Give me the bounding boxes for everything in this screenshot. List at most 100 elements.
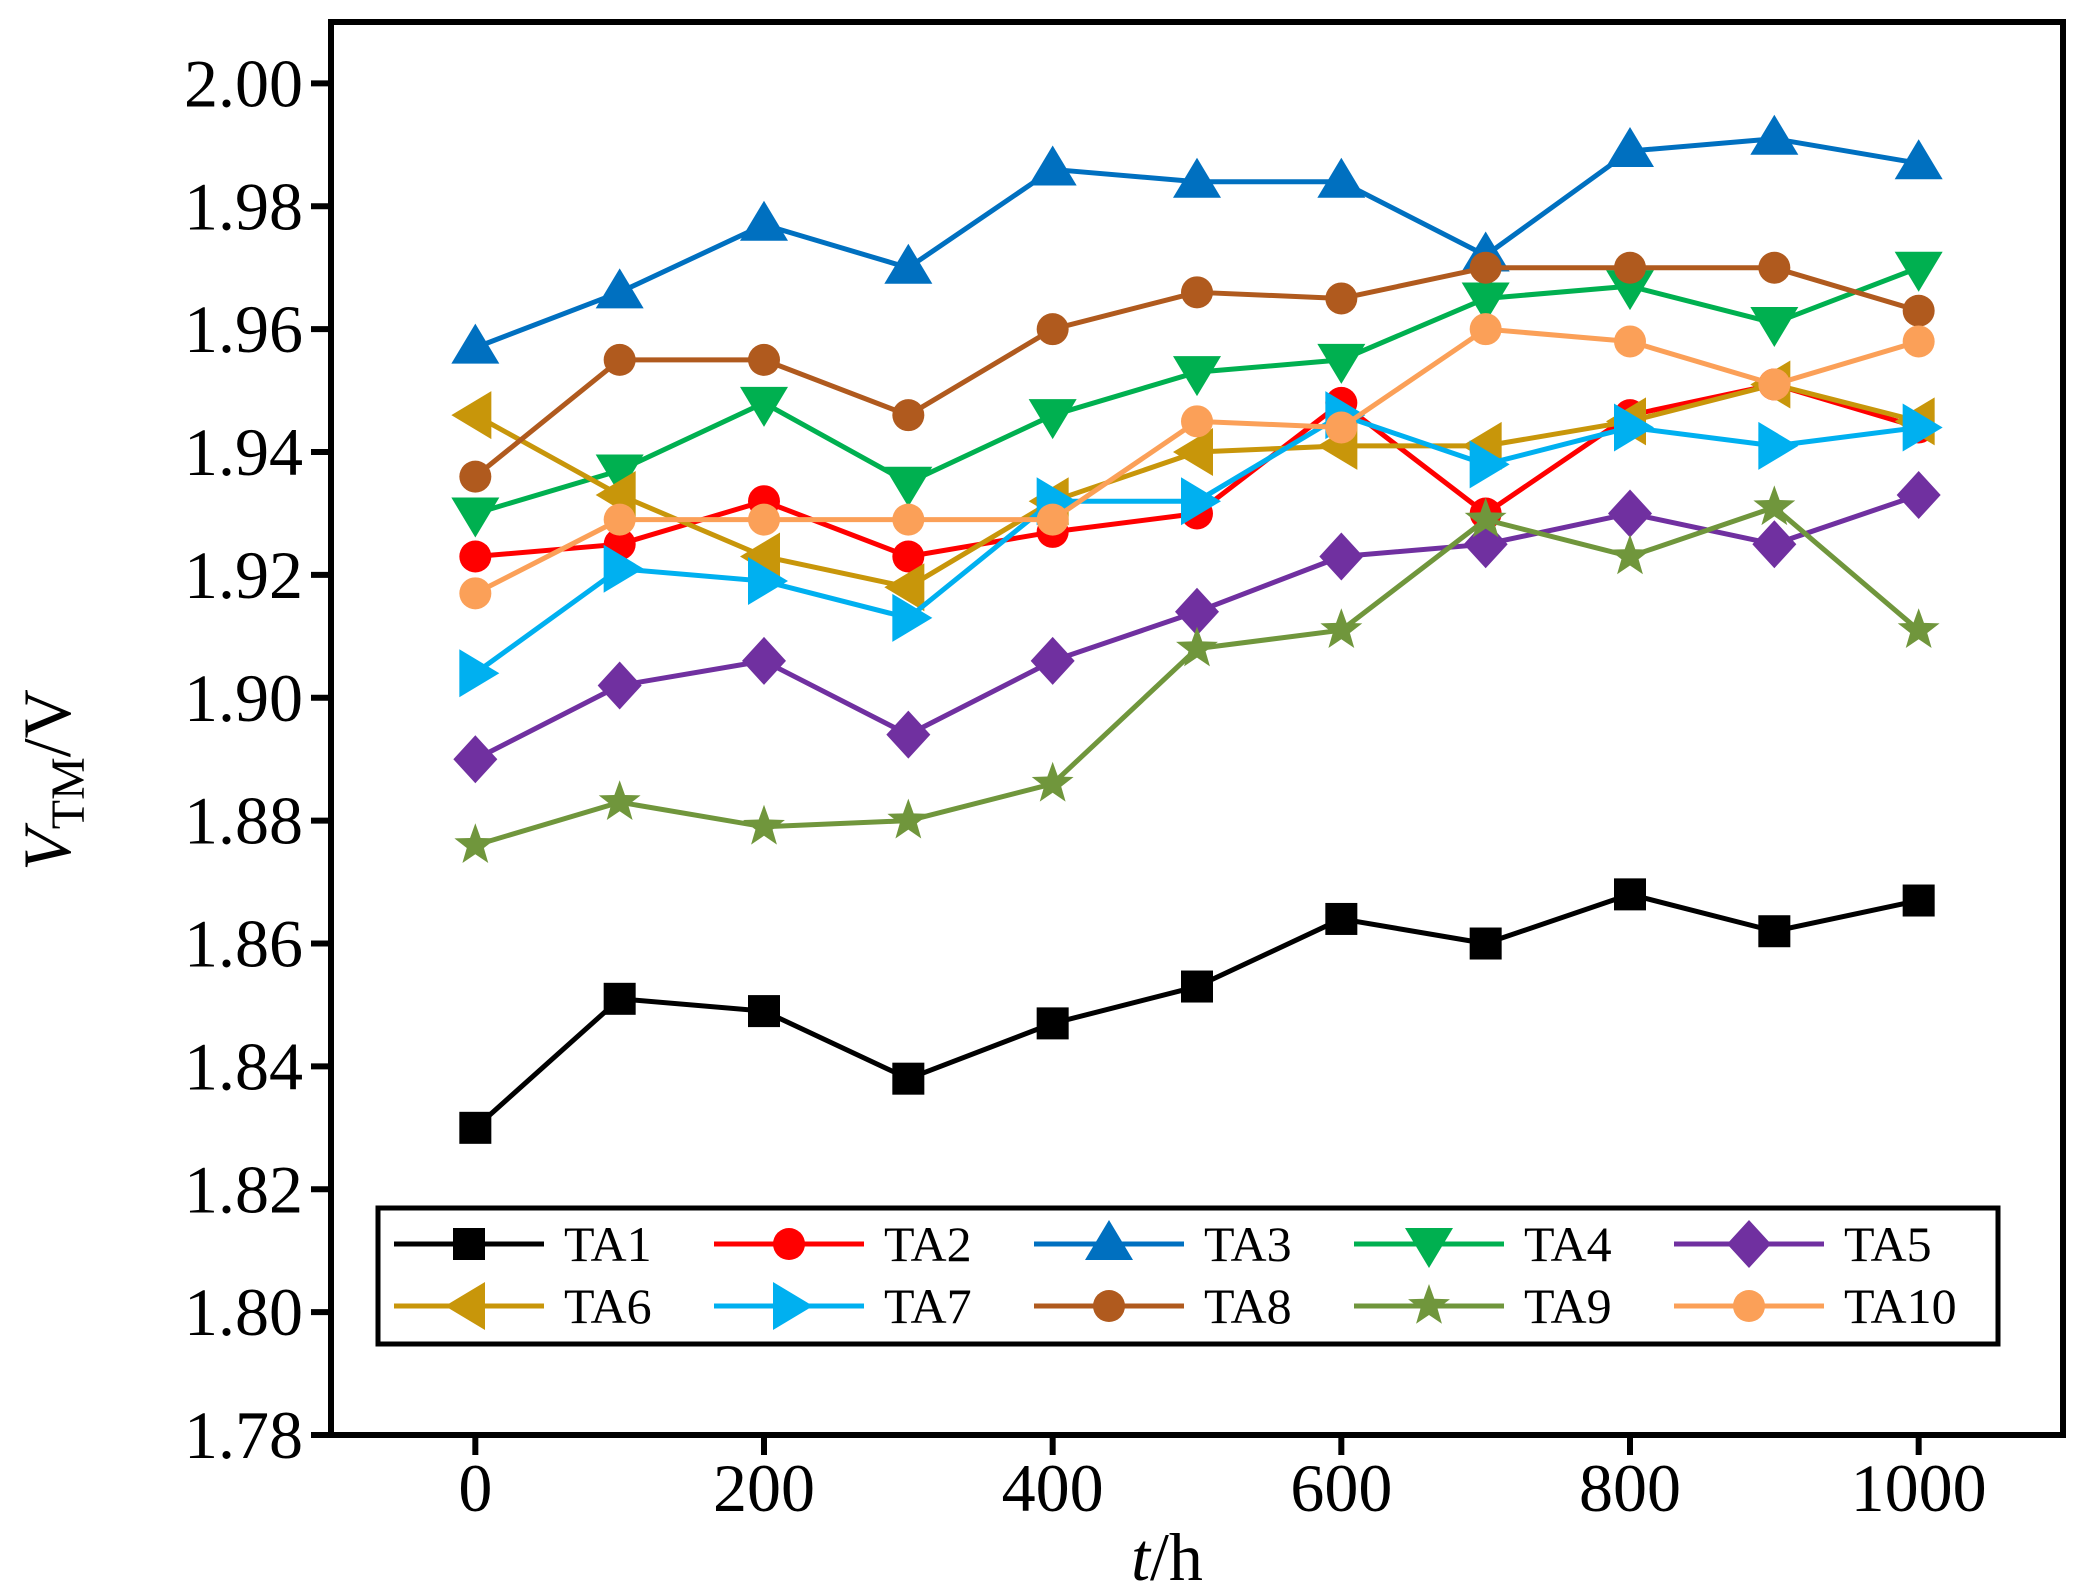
legend-item-ta9: TA9 <box>1354 1278 1612 1334</box>
x-tick-label: 600 <box>1290 1450 1392 1526</box>
data-point-ta1-800 <box>1614 878 1646 911</box>
series-ta9 <box>454 485 1940 864</box>
y-tick-label: 1.94 <box>184 414 303 490</box>
legend-marker-ta3 <box>1085 1220 1133 1260</box>
data-point-ta5-900 <box>1752 520 1797 569</box>
data-point-ta7-200 <box>748 557 788 606</box>
data-point-ta1-900 <box>1758 915 1791 948</box>
y-tick-label: 1.88 <box>184 783 303 859</box>
legend-item-ta10: TA10 <box>1674 1278 1957 1334</box>
data-point-ta8-500 <box>1181 276 1213 309</box>
data-point-ta3-200 <box>740 200 788 241</box>
series-ta4 <box>451 251 1943 538</box>
data-point-ta3-400 <box>1028 145 1077 186</box>
data-point-ta7-1000 <box>1902 403 1943 452</box>
x-tick-label: 400 <box>1002 1450 1104 1526</box>
series-layer <box>451 114 1943 1144</box>
data-point-ta3-300 <box>884 243 933 284</box>
legend-label-ta7: TA7 <box>884 1278 972 1334</box>
data-point-ta8-0 <box>459 460 492 493</box>
data-point-ta9-800 <box>1609 534 1651 575</box>
legend: TA1 TA2 TA3 TA4 TA5 TA6 TA7 TA8 TA9 TA10 <box>375 1205 2001 1347</box>
data-point-ta2-300 <box>892 540 925 573</box>
axes-layer: 1.78 1.80 1.82 1.84 1.86 1.88 1.90 1.92 1.94 1.96… <box>184 45 1987 1526</box>
data-point-ta7-0 <box>459 649 500 698</box>
data-point-ta9-500 <box>1176 626 1218 667</box>
data-point-ta10-200 <box>748 503 780 536</box>
legend-item-ta2: TA2 <box>714 1216 972 1272</box>
data-point-ta7-300 <box>892 593 933 642</box>
legend-label-ta8: TA8 <box>1204 1278 1292 1334</box>
legend-label-ta2: TA2 <box>884 1216 972 1272</box>
data-point-ta10-500 <box>1181 405 1213 438</box>
series-ta3 <box>451 114 1943 364</box>
y-tick-label: 2.00 <box>184 45 303 121</box>
data-point-ta2-0 <box>459 540 492 573</box>
y-tick-label: 1.82 <box>184 1151 303 1227</box>
x-tick-label: 1000 <box>1851 1450 1987 1526</box>
data-point-ta8-200 <box>748 343 780 376</box>
data-point-ta4-0 <box>451 497 500 538</box>
data-point-ta3-1000 <box>1894 139 1943 180</box>
legend-marker-ta7 <box>773 1282 813 1330</box>
data-point-ta1-0 <box>459 1111 492 1144</box>
series-ta7 <box>459 391 1943 698</box>
legend-label-ta1: TA1 <box>564 1216 652 1272</box>
data-point-ta1-400 <box>1036 1007 1069 1040</box>
data-point-ta8-100 <box>603 343 636 376</box>
y-axis-title-subscript: TM <box>42 757 95 829</box>
legend-item-ta6: TA6 <box>394 1278 652 1334</box>
y-tick-label: 1.84 <box>184 1028 303 1104</box>
series-ta5 <box>453 471 1941 784</box>
legend-label-ta6: TA6 <box>564 1278 652 1334</box>
data-point-ta7-800 <box>1614 403 1654 452</box>
legend-marker-ta4 <box>1405 1228 1453 1268</box>
data-point-ta5-200 <box>742 636 786 685</box>
data-point-ta4-300 <box>884 466 933 507</box>
legend-item-ta3: TA3 <box>1034 1216 1292 1272</box>
data-point-ta3-500 <box>1173 157 1221 198</box>
y-tick-label: 1.92 <box>184 537 303 613</box>
y-axis-title: VTM/V <box>9 689 95 871</box>
legend-marker-ta5 <box>1727 1220 1771 1268</box>
data-point-ta5-0 <box>453 735 498 784</box>
data-point-ta6-0 <box>451 391 492 440</box>
data-point-ta5-400 <box>1030 636 1075 685</box>
x-axis-title-italic: t <box>1131 1519 1152 1595</box>
x-tick-label: 200 <box>713 1450 815 1526</box>
data-point-ta9-300 <box>887 798 930 839</box>
y-axis-title-unit: /V <box>9 689 85 757</box>
legend-label-ta10: TA10 <box>1844 1278 1957 1334</box>
legend-item-ta1: TA1 <box>394 1216 652 1272</box>
legend-marker-ta1 <box>453 1228 485 1260</box>
data-point-ta4-1000 <box>1894 251 1943 292</box>
data-point-ta10-300 <box>892 503 925 536</box>
data-point-ta9-0 <box>454 823 497 864</box>
data-point-ta8-900 <box>1758 251 1791 284</box>
series-line-ta1 <box>473 891 1920 1130</box>
y-tick-label: 1.90 <box>184 660 303 736</box>
y-tick-label: 1.96 <box>184 291 303 367</box>
data-point-ta3-0 <box>451 323 500 364</box>
data-point-ta3-900 <box>1750 114 1799 155</box>
y-tick-label: 1.98 <box>184 168 303 244</box>
x-axis-title: t/h <box>1131 1519 1203 1595</box>
data-point-ta10-0 <box>459 577 492 610</box>
legend-marker-ta8 <box>1093 1290 1125 1322</box>
data-point-ta5-800 <box>1608 489 1652 538</box>
data-point-ta6-300 <box>884 563 925 612</box>
legend-label-ta4: TA4 <box>1524 1216 1612 1272</box>
data-point-ta7-700 <box>1469 440 1510 489</box>
data-point-ta9-1000 <box>1897 608 1940 649</box>
data-point-ta10-700 <box>1469 313 1502 346</box>
legend-marker-ta9 <box>1408 1284 1450 1324</box>
legend-item-ta7: TA7 <box>714 1278 972 1334</box>
data-point-ta6-500 <box>1173 428 1213 477</box>
data-point-ta4-200 <box>740 386 788 427</box>
data-point-ta5-1000 <box>1896 471 1941 520</box>
data-point-ta7-900 <box>1758 421 1799 470</box>
data-point-ta3-800 <box>1606 127 1654 168</box>
data-point-ta7-500 <box>1181 477 1221 526</box>
y-tick-label: 1.80 <box>184 1274 303 1350</box>
data-point-ta1-700 <box>1469 927 1502 960</box>
